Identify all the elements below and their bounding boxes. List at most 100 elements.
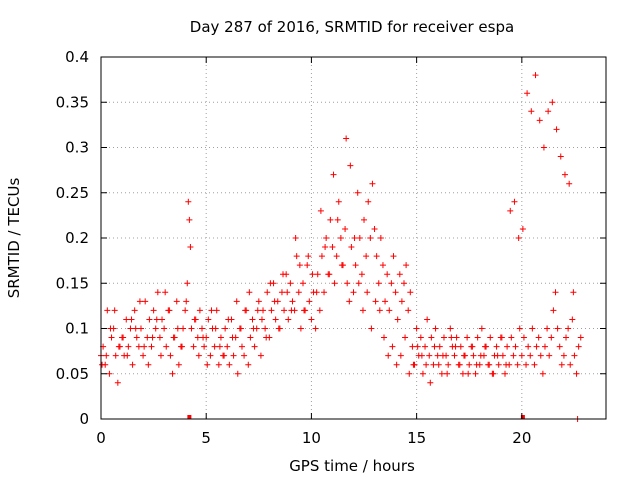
data-point [352,262,359,269]
data-point [251,343,258,350]
data-point [428,334,435,341]
data-point [284,289,291,296]
data-point [313,289,320,296]
data-point [107,325,114,332]
data-point [195,352,202,359]
x-tick-label: 20 [512,429,531,447]
data-point [561,171,568,178]
data-point [258,316,265,323]
data-point [549,99,556,106]
data-point [434,352,441,359]
data-point [384,271,391,278]
data-point [347,162,354,169]
data-point [390,253,397,260]
data-point [396,271,403,278]
data-point [114,379,121,386]
data-point [230,352,237,359]
y-tick-label: 0 [79,410,89,428]
data-point [356,235,363,241]
data-point [495,361,502,368]
data-point [361,216,368,223]
y-tick-label: 0.15 [56,274,89,292]
data-point [131,307,138,314]
data-point [196,307,203,314]
data-point [330,171,337,178]
data-point [375,280,382,287]
data-point [316,307,323,314]
data-point [226,361,233,368]
data-point [216,343,223,350]
data-point [407,289,414,296]
data-point [528,108,535,115]
data-point [224,343,231,350]
data-point [511,198,518,205]
data-point [419,370,426,377]
data-point [281,307,288,314]
y-tick-label: 0.25 [56,184,89,202]
data-point [175,361,182,368]
data-point [394,316,401,323]
data-point [222,325,229,332]
data-point [544,325,551,332]
data-point [502,370,508,377]
data-point [229,334,236,341]
data-point [142,298,149,305]
data-point [174,325,181,332]
data-point [264,289,271,296]
data-point [464,334,471,341]
data-point [405,307,412,314]
data-point [166,307,173,314]
data-point [250,325,257,332]
data-point [262,325,269,332]
data-point [150,307,157,314]
data-point [550,307,557,314]
data-point [156,334,163,341]
data-point [312,325,319,332]
data-point [554,325,561,332]
data-point [169,370,176,377]
data-point [207,352,214,359]
data-point [385,352,392,359]
data-point [466,361,473,368]
data-point [422,343,429,350]
data-point [152,325,159,332]
data-point [447,325,454,332]
data-point [185,198,192,205]
data-point [403,262,410,269]
data-point [344,280,351,287]
data-point [363,253,370,260]
data-point [456,361,463,368]
data-point [482,343,489,350]
data-point [184,280,191,287]
data-point [372,298,379,305]
data-point [161,325,168,332]
data-point [331,280,338,287]
data-point [180,325,187,332]
data-point [124,352,131,359]
y-axis-ticks: 0 0.05 0.1 0.15 0.2 0.25 0.3 0.35 0.4 [56,48,606,428]
data-point [201,343,208,350]
data-point [136,298,143,305]
data-point [338,262,345,269]
data-point [536,117,543,124]
data-point [241,352,248,359]
data-point [494,352,501,359]
data-point [359,307,366,314]
data-point [157,352,164,359]
data-point [285,316,292,323]
data-point [377,235,384,241]
data-point [540,144,547,151]
data-point [459,370,466,377]
data-point [297,325,304,332]
data-point [334,216,341,223]
data-point [557,153,564,160]
data-point [233,298,240,305]
data-point [417,334,424,341]
data-point [317,207,324,214]
data-point [431,343,438,350]
data-point [432,325,439,332]
x-tick-label: 5 [201,429,211,447]
data-point [573,370,580,377]
data-point [531,361,538,368]
data-point [308,316,315,323]
